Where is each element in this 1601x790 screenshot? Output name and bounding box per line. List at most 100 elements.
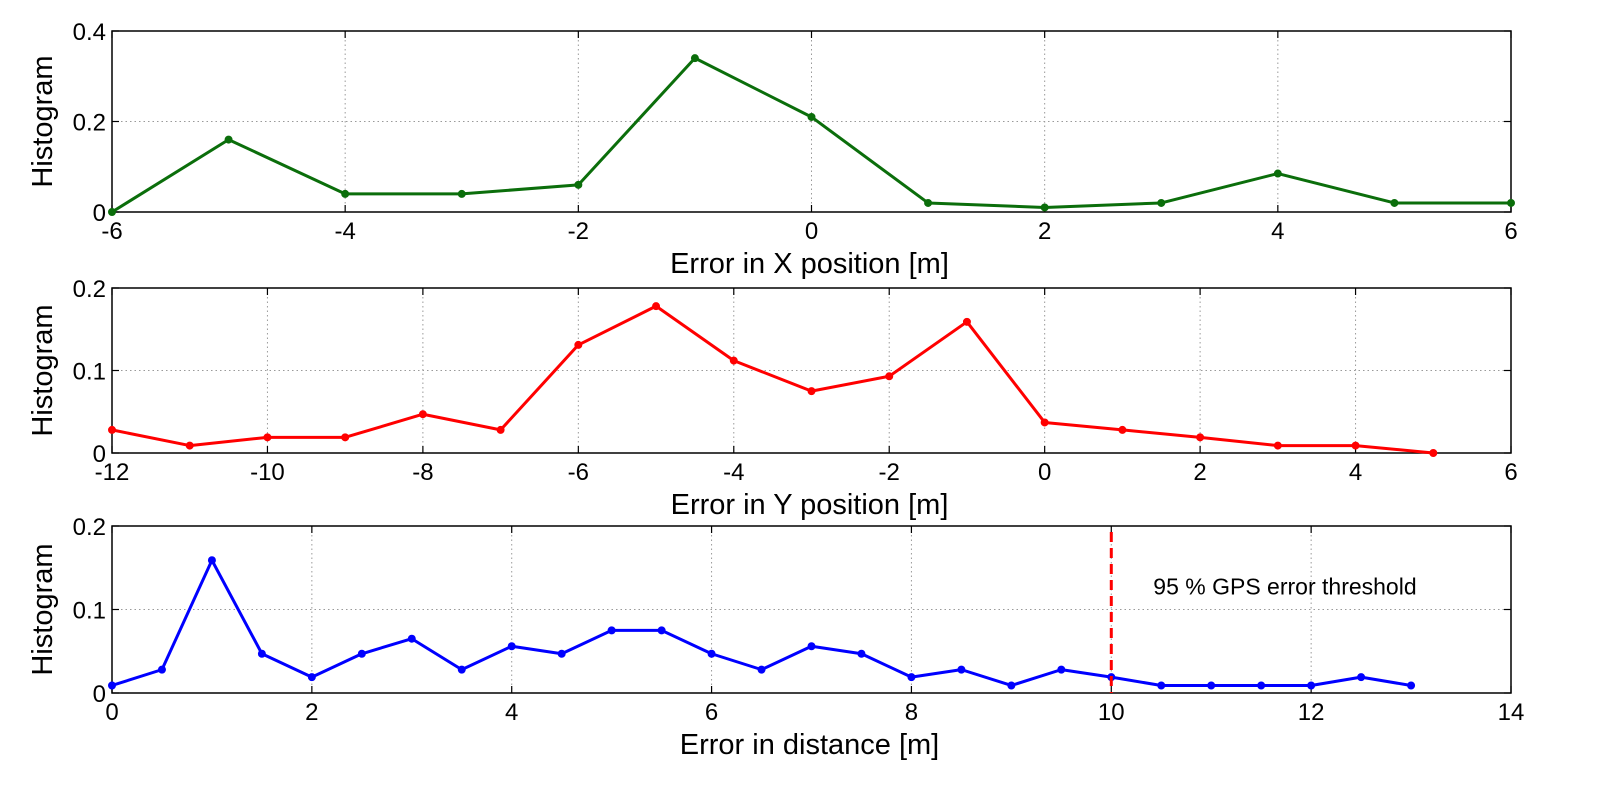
data-point (1390, 198, 1399, 207)
y-tick-label: 0 (93, 681, 106, 708)
data-point (807, 642, 816, 651)
data-point (257, 649, 266, 658)
data-point (807, 112, 816, 121)
x-axis-label: Error in X position [m] (670, 248, 949, 280)
x-tick-label: 2 (1038, 218, 1051, 245)
x-tick-label: -12 (95, 459, 130, 486)
x-tick-label: 2 (1193, 459, 1206, 486)
data-point (263, 433, 272, 442)
data-point (690, 54, 699, 63)
x-tick-label: 6 (1504, 459, 1517, 486)
data-point (1273, 169, 1282, 178)
chart-panel-3: 0 2 4 6 8 10 12 14 0 0.1 0.2 Error in distance [m] H… (27, 514, 1524, 761)
data-point (341, 189, 350, 198)
y-axis-label: Histogram (27, 304, 59, 436)
data-point (157, 665, 166, 674)
y-tick-label: 0.2 (73, 514, 106, 541)
y-axis-label: Histogram (27, 543, 59, 675)
data-point (1351, 441, 1360, 450)
data-point (1118, 425, 1127, 434)
data-point (1257, 681, 1266, 690)
y-tick-label: 0.4 (73, 19, 106, 46)
data-point (1357, 673, 1366, 682)
data-point (108, 681, 116, 690)
data-point (907, 673, 916, 682)
data-point (224, 135, 233, 144)
chart-panel-2: -12 -10 -8 -6 -4 -2 0 2 4 6 0 0.1 0.2 Error in Y posi… (27, 276, 1518, 521)
x-tick-label: -4 (723, 459, 744, 486)
y-tick-label: 0.2 (73, 110, 106, 137)
chart-panel-1: -6 -4 -2 0 2 4 6 0 0.2 0.4 Error in X position [m]… (27, 19, 1518, 280)
data-point (1057, 665, 1066, 674)
data-point (1429, 449, 1438, 457)
data-point (1407, 681, 1416, 690)
data-point (457, 665, 466, 674)
data-point (924, 198, 933, 207)
x-tick-label: -6 (101, 218, 122, 245)
data-point (652, 302, 661, 311)
y-tick-label: 0.2 (73, 276, 106, 303)
x-tick-label: 4 (1349, 459, 1362, 486)
series-line (111, 304, 1434, 455)
data-point (1007, 681, 1016, 690)
data-point (307, 673, 316, 682)
data-point (1040, 418, 1049, 427)
x-tick-label: 10 (1098, 699, 1125, 726)
data-point (1157, 198, 1166, 207)
data-point (962, 317, 971, 326)
x-tick-label: 14 (1498, 699, 1525, 726)
data-point (407, 634, 416, 643)
x-tick-label: -6 (568, 459, 589, 486)
data-point (957, 665, 966, 674)
data-point (729, 356, 738, 365)
x-axis-label: Error in distance [m] (680, 729, 939, 761)
y-axis-label: Histogram (27, 55, 59, 187)
data-point (1207, 681, 1216, 690)
y-tick-label: 0.1 (73, 598, 106, 625)
x-tick-label: 4 (1271, 218, 1284, 245)
x-tick-label: 0 (805, 218, 818, 245)
data-point (108, 208, 116, 216)
x-tick-label: 0 (105, 699, 118, 726)
x-tick-label: -8 (412, 459, 433, 486)
data-point (807, 387, 816, 396)
data-point (1196, 433, 1205, 442)
data-point (574, 340, 583, 349)
data-point (207, 556, 216, 565)
x-tick-label: 2 (305, 699, 318, 726)
y-tick-label: 0.1 (73, 359, 106, 386)
data-point (108, 425, 116, 434)
y-tick-label: 0 (93, 441, 106, 468)
data-point (657, 626, 666, 635)
x-tick-label: 6 (1504, 218, 1517, 245)
x-tick-label: 12 (1298, 699, 1325, 726)
data-point (496, 425, 505, 434)
data-point (185, 441, 194, 450)
data-point (418, 410, 427, 419)
x-tick-label: -2 (568, 218, 589, 245)
x-tick-label: -10 (250, 459, 285, 486)
data-point (885, 372, 894, 381)
y-tick-label: 0 (93, 200, 106, 227)
x-tick-label: -4 (334, 218, 355, 245)
data-point (457, 189, 466, 198)
data-point (1307, 681, 1316, 690)
data-point (507, 642, 516, 651)
data-point (557, 649, 566, 658)
data-point (607, 626, 616, 635)
x-tick-label: 0 (1038, 459, 1051, 486)
data-point (341, 433, 350, 442)
x-tick-label: 4 (505, 699, 518, 726)
data-point (357, 649, 366, 658)
x-tick-label: 8 (905, 699, 918, 726)
data-point (1507, 198, 1515, 207)
data-point (1157, 681, 1166, 690)
x-tick-label: 6 (705, 699, 718, 726)
data-point (757, 665, 766, 674)
x-axis-label: Error in Y position [m] (671, 489, 949, 521)
data-point (707, 649, 716, 658)
threshold-annotation: 95 % GPS error threshold (1153, 573, 1416, 599)
data-point (857, 649, 866, 658)
x-tick-label: -2 (879, 459, 900, 486)
